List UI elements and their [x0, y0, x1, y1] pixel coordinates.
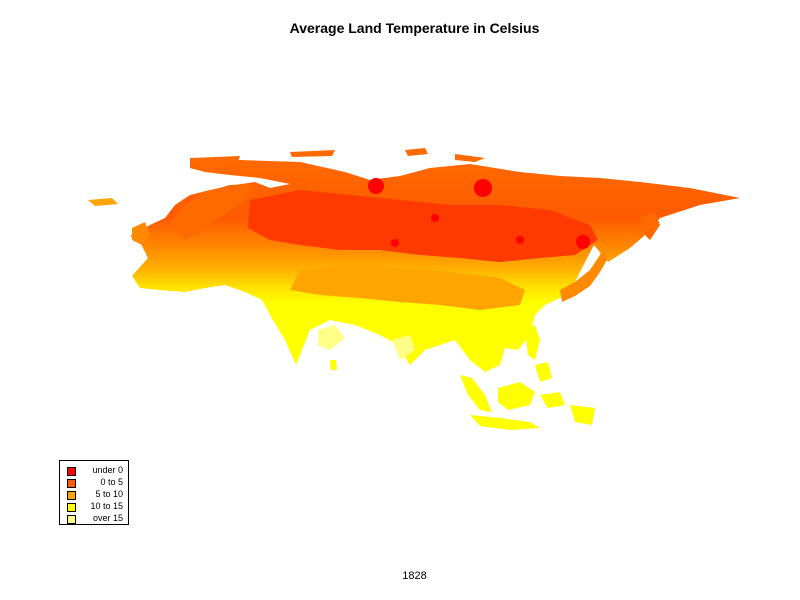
hot-zone-pale — [318, 325, 415, 360]
legend-label: over 15 — [92, 513, 123, 523]
cold-spot — [474, 179, 492, 197]
legend-swatch — [67, 467, 76, 476]
siberia-cold-core — [248, 190, 598, 262]
year-label: 1828 — [402, 570, 427, 582]
legend-item: 5 to 10 — [60, 489, 130, 501]
cold-spot — [516, 236, 524, 244]
legend-label: 0 to 5 — [100, 477, 123, 487]
british-isles — [132, 222, 150, 245]
sri-lanka — [330, 360, 337, 370]
cold-spot — [576, 235, 590, 249]
legend-item: under 0 — [60, 465, 130, 477]
indonesia — [460, 375, 595, 430]
scandinavia — [170, 184, 255, 240]
legend: under 0 0 to 5 5 to 10 10 to 15 over 15 — [59, 460, 129, 525]
iceland — [88, 198, 118, 206]
legend-swatch — [67, 491, 76, 500]
cold-spot — [431, 214, 439, 222]
central-asia-band — [290, 265, 525, 310]
arctic-islands — [192, 148, 485, 163]
japan — [560, 248, 608, 302]
legend-swatch — [67, 503, 76, 512]
legend-label: 10 to 15 — [90, 501, 123, 511]
cold-spot — [368, 178, 384, 194]
india-sea-hot — [265, 300, 490, 372]
legend-item: 10 to 15 — [60, 501, 130, 513]
chart-title: Average Land Temperature in Celsius — [289, 20, 540, 36]
philippines — [525, 325, 552, 382]
legend-label: under 0 — [92, 465, 123, 475]
legend-item: over 15 — [60, 513, 130, 525]
cold-spot — [391, 239, 399, 247]
legend-item: 0 to 5 — [60, 477, 130, 489]
kamchatka — [640, 212, 660, 240]
legend-label: 5 to 10 — [95, 489, 123, 499]
legend-swatch — [67, 479, 76, 488]
legend-swatch — [67, 515, 76, 524]
